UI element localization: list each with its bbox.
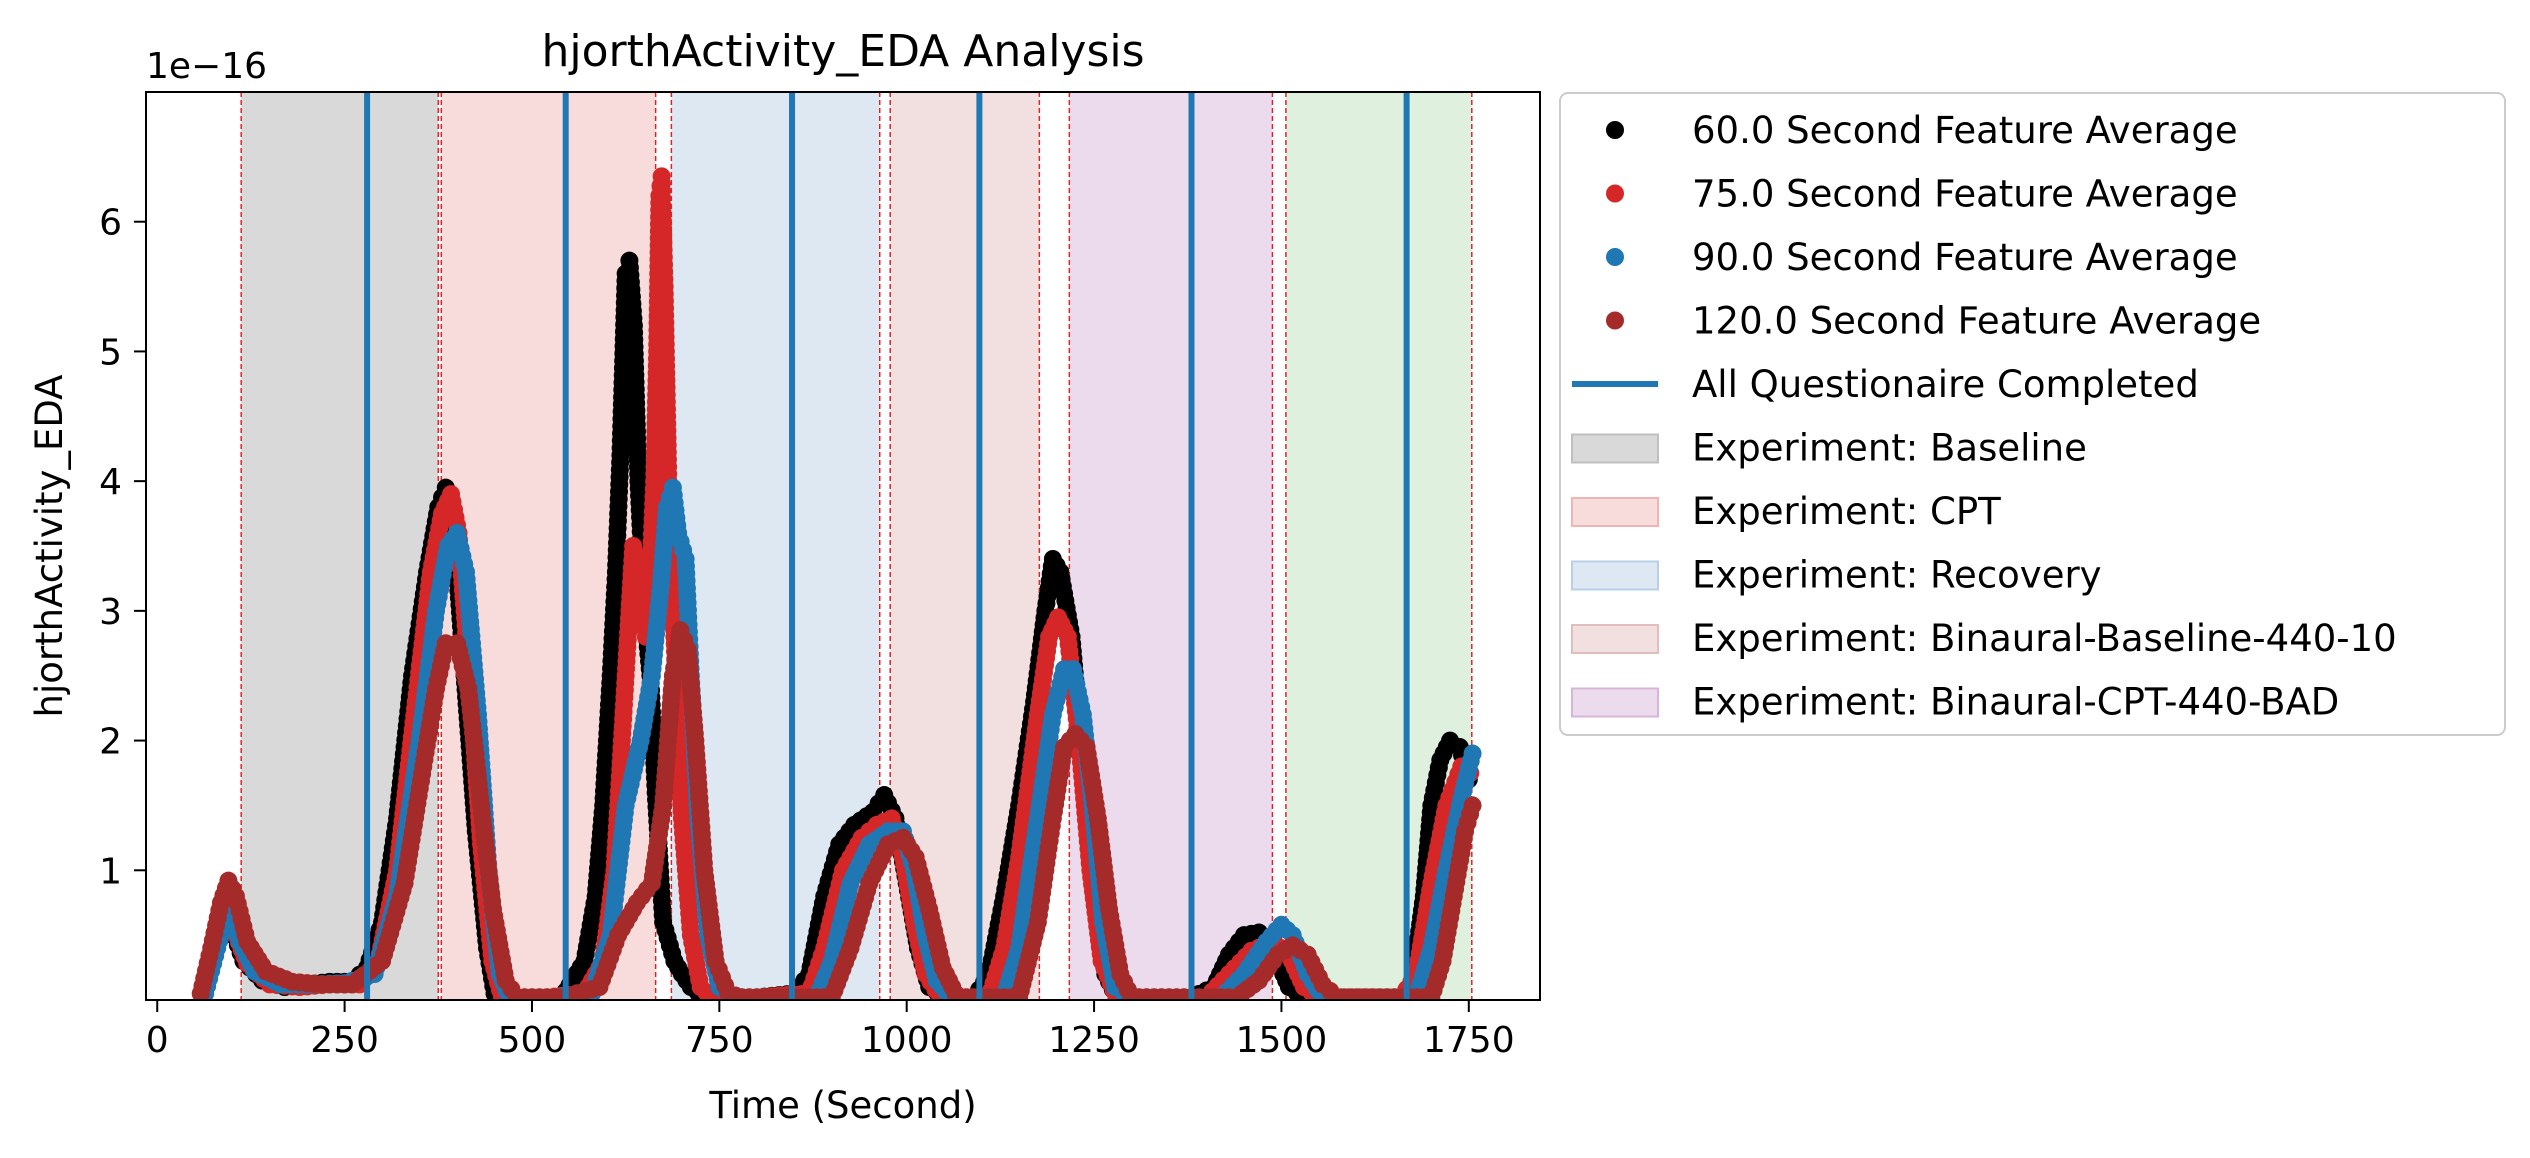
reference-lines <box>364 92 1410 1000</box>
legend-entry-75-0-second-feature-average: 75.0 Second Feature Average <box>1606 173 2238 216</box>
series-120-0-second-feature-average <box>191 621 1482 1000</box>
legend-label: Experiment: Binaural-Baseline-440-10 <box>1692 617 2397 660</box>
y-tick-label: 6 <box>99 203 122 244</box>
y-tick-label: 3 <box>99 592 122 633</box>
legend-label: Experiment: Binaural-CPT-440-BAD <box>1692 681 2339 724</box>
legend-label: 75.0 Second Feature Average <box>1692 173 2238 216</box>
y-axis-ticks: 1 2 3 4 5 6 <box>99 203 146 892</box>
legend-patch <box>1571 497 1659 527</box>
x-axis-label: Time (Second) <box>708 1084 976 1127</box>
y-tick-label: 4 <box>99 462 122 503</box>
legend-items: 60.0 Second Feature Average 75.0 Second F… <box>1571 109 2397 724</box>
data-point <box>1463 796 1482 815</box>
data-point <box>1463 744 1482 763</box>
legend-patch <box>1571 560 1659 591</box>
legend-label: All Questionaire Completed <box>1692 363 2199 406</box>
legend-marker <box>1606 311 1624 330</box>
legend-entry-60-0-second-feature-average: 60.0 Second Feature Average <box>1606 109 2238 152</box>
legend-patch <box>1571 433 1659 464</box>
x-tick-label: 250 <box>310 1020 379 1061</box>
legend-frame <box>1559 92 2506 736</box>
legend-label: 90.0 Second Feature Average <box>1692 236 2238 279</box>
legend-entry-experiment-binaural-baseline-440-10: Experiment: Binaural-Baseline-440-10 <box>1571 617 2397 660</box>
y-axis-offset-label: 1e−16 <box>146 46 267 87</box>
x-tick-label: 1500 <box>1236 1020 1328 1061</box>
legend-entry-experiment-binaural-cpt-440-bad: Experiment: Binaural-CPT-440-BAD <box>1571 681 2339 724</box>
chart-title: hjorthActivity_EDA Analysis <box>541 26 1144 77</box>
x-tick-label: 0 <box>146 1020 169 1061</box>
legend-entry-90-0-second-feature-average: 90.0 Second Feature Average <box>1606 236 2238 279</box>
legend-entry-all-questionaire-completed: All Questionaire Completed <box>1572 363 2199 406</box>
legend-label: Experiment: Recovery <box>1692 554 2102 597</box>
plot-area <box>145 91 1541 1001</box>
legend-entry-experiment-recovery: Experiment: Recovery <box>1571 554 2102 597</box>
legend-patch <box>1571 687 1659 718</box>
legend-label: 120.0 Second Feature Average <box>1692 300 2261 343</box>
legend-marker <box>1606 248 1624 266</box>
legend-marker <box>1606 184 1624 203</box>
legend-patch <box>1571 624 1659 654</box>
y-tick-label: 2 <box>99 722 122 763</box>
legend-marker <box>1606 121 1624 139</box>
x-axis-ticks: 0 250 500 750 1000 1250 1500 1750 <box>146 1000 1515 1061</box>
legend-entry-experiment-baseline: Experiment: Baseline <box>1571 427 2087 470</box>
x-tick-label: 1750 <box>1423 1020 1515 1061</box>
plot-frame <box>145 91 1541 1001</box>
y-tick-label: 1 <box>99 851 122 892</box>
legend-entry-experiment-cpt: Experiment: CPT <box>1571 490 2001 533</box>
x-tick-label: 1250 <box>1048 1020 1140 1061</box>
legend-entry-120-0-second-feature-average: 120.0 Second Feature Average <box>1606 300 2261 343</box>
y-tick-label: 5 <box>99 332 122 373</box>
x-tick-label: 750 <box>685 1020 754 1061</box>
legend-label: 60.0 Second Feature Average <box>1692 109 2238 152</box>
x-tick-label: 500 <box>498 1020 567 1061</box>
data-points <box>191 167 1482 1000</box>
legend-label: Experiment: Baseline <box>1692 427 2087 470</box>
legend-label: Experiment: CPT <box>1692 490 2001 533</box>
legend: 60.0 Second Feature Average 75.0 Second F… <box>1559 92 2506 736</box>
y-axis-label: hjorthActivity_EDA <box>28 375 71 718</box>
x-tick-label: 1000 <box>861 1020 953 1061</box>
